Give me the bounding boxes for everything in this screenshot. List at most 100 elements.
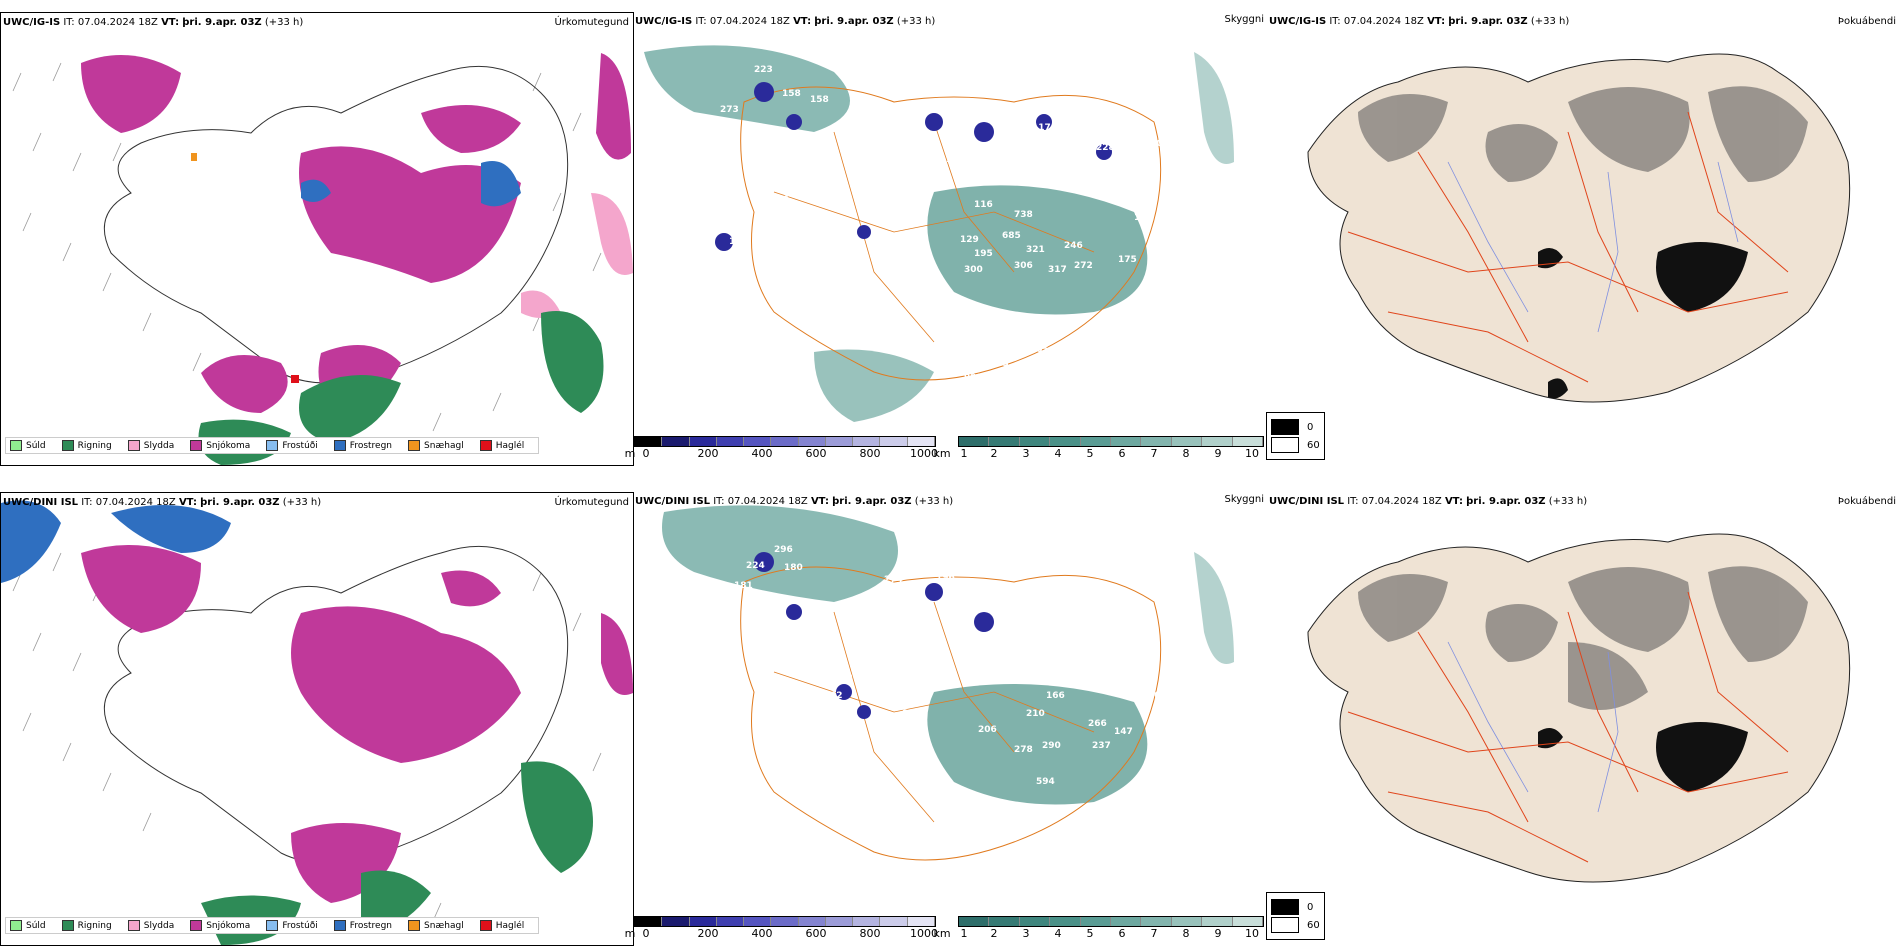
visibility-tick: 8 — [1182, 927, 1190, 940]
visibility-color-step — [1141, 917, 1172, 926]
legend-swatch — [408, 440, 421, 451]
svg-text:115: 115 — [1024, 175, 1043, 185]
height-color-step — [880, 917, 908, 926]
svg-text:108: 108 — [954, 639, 973, 649]
fog-label: 0 — [1307, 901, 1314, 913]
visibility-tick: 3 — [1022, 447, 1030, 460]
height-tick: 400 — [751, 927, 773, 940]
visibility-color-step — [989, 437, 1020, 446]
fog-map-canvas — [1307, 53, 1851, 403]
svg-text:493: 493 — [1110, 605, 1129, 615]
fog-legend-top: 0 60 — [1266, 412, 1325, 460]
height-tick: 600 — [805, 927, 827, 940]
svg-text:296: 296 — [774, 545, 793, 555]
svg-text:370: 370 — [928, 381, 947, 391]
svg-text:147: 147 — [1114, 727, 1133, 737]
height-color-step — [716, 917, 745, 926]
height-unit: m — [624, 927, 636, 940]
visibility-color-step — [1141, 437, 1172, 446]
init-time: 07.04.2024 18Z — [709, 16, 790, 27]
valid-time: þri. 9.apr. 03Z — [814, 16, 894, 27]
height-tick: 200 — [697, 927, 719, 940]
svg-text:278: 278 — [1014, 745, 1033, 755]
panel-title-fog: Þokuábendi — [1837, 16, 1896, 27]
svg-text:180: 180 — [784, 563, 803, 573]
legend-item: Snjókoma — [190, 920, 250, 931]
svg-text:266: 266 — [1088, 719, 1107, 729]
visibility-ticks: km 1 2 3 4 5 6 7 8 9 10 — [933, 927, 1264, 940]
visibility-color-step — [1019, 437, 1051, 446]
visibility-color-step — [1019, 917, 1051, 926]
legend-label: Frostregn — [349, 920, 393, 931]
svg-text:190: 190 — [1096, 163, 1115, 173]
svg-text:13: 13 — [729, 237, 742, 247]
valid-time: þri. 9.apr. 03Z — [832, 496, 912, 507]
fog-legend-row: 0 — [1271, 899, 1320, 915]
svg-text:40: 40 — [840, 673, 853, 683]
height-ticks: m 0 200 400 600 800 1000 — [625, 927, 938, 940]
legend-swatch — [190, 920, 203, 931]
legend-item: Haglél — [479, 440, 524, 451]
legend-swatch — [10, 440, 22, 451]
legend-item: Frostregn — [333, 440, 392, 451]
height-tick: 0 — [642, 447, 650, 460]
panel-title-precip: Úrkomutegund — [554, 17, 629, 28]
svg-text:214: 214 — [1082, 625, 1101, 635]
svg-text:272: 272 — [1074, 261, 1093, 271]
legend-swatch — [333, 920, 346, 931]
panel-title-visibility: Skyggni — [1224, 14, 1264, 25]
model-name: UWC/DINI ISL — [1269, 496, 1345, 507]
svg-text:73: 73 — [702, 243, 715, 253]
legend-label: Frostúði — [282, 440, 318, 451]
legend-swatch — [266, 920, 279, 931]
model-name: UWC/DINI ISL — [3, 497, 79, 508]
legend-item: Frostúði — [266, 440, 318, 451]
svg-text:237: 237 — [1092, 741, 1111, 751]
svg-text:343: 343 — [990, 359, 1009, 369]
legend-item: Frostregn — [333, 920, 393, 931]
model-name: UWC/IG-IS — [635, 16, 693, 27]
valid-time: þri. 9.apr. 03Z — [200, 497, 280, 508]
lead-time: (+33 h) — [914, 496, 954, 507]
visibility-scale-top: km 1 2 3 4 5 6 7 8 9 10 — [933, 436, 1264, 460]
visibility-color-step — [1202, 917, 1233, 926]
height-color-step — [798, 437, 826, 446]
lead-time: (+33 h) — [264, 17, 304, 28]
visibility-tick: 1 — [960, 447, 968, 460]
panel-title-precip: Úrkomutegund — [554, 497, 629, 508]
svg-text:306: 306 — [1014, 261, 1033, 271]
svg-text:221: 221 — [1110, 641, 1129, 651]
precip-map-canvas — [12, 53, 633, 465]
visibility-unit: km — [933, 447, 951, 460]
fog-swatch — [1271, 437, 1299, 453]
svg-text:106: 106 — [752, 663, 771, 673]
height-color-step — [825, 917, 854, 926]
svg-text:206: 206 — [978, 725, 997, 735]
svg-text:685: 685 — [1002, 231, 1021, 241]
height-color-step — [744, 917, 772, 926]
legend-swatch — [408, 920, 421, 931]
height-tick: 1000 — [910, 927, 938, 940]
svg-text:157: 157 — [992, 645, 1011, 655]
svg-text:146: 146 — [1099, 113, 1118, 123]
init-label: IT: — [63, 17, 75, 28]
svg-text:122: 122 — [794, 135, 813, 145]
height-color-step — [771, 917, 799, 926]
svg-text:136: 136 — [770, 195, 789, 205]
svg-text:171: 171 — [942, 100, 961, 110]
visibility-tick: 7 — [1150, 927, 1158, 940]
svg-text:196: 196 — [936, 573, 955, 583]
legend-label: Rigning — [77, 920, 112, 931]
svg-text:230: 230 — [779, 153, 798, 163]
svg-text:93: 93 — [964, 115, 977, 125]
fog-swatch — [1271, 899, 1299, 915]
svg-text:58: 58 — [994, 113, 1007, 123]
init-label: IT: — [695, 16, 707, 27]
svg-text:55: 55 — [834, 227, 847, 237]
valid-label: VT: — [1427, 16, 1446, 27]
svg-text:738: 738 — [1014, 210, 1033, 220]
visibility-unit: km — [933, 927, 951, 940]
precip-legend: Súld Rigning Slydda Snjókoma Frostúði Fr… — [5, 437, 540, 454]
height-color-step — [635, 437, 663, 446]
visibility-color-step — [1111, 917, 1142, 926]
